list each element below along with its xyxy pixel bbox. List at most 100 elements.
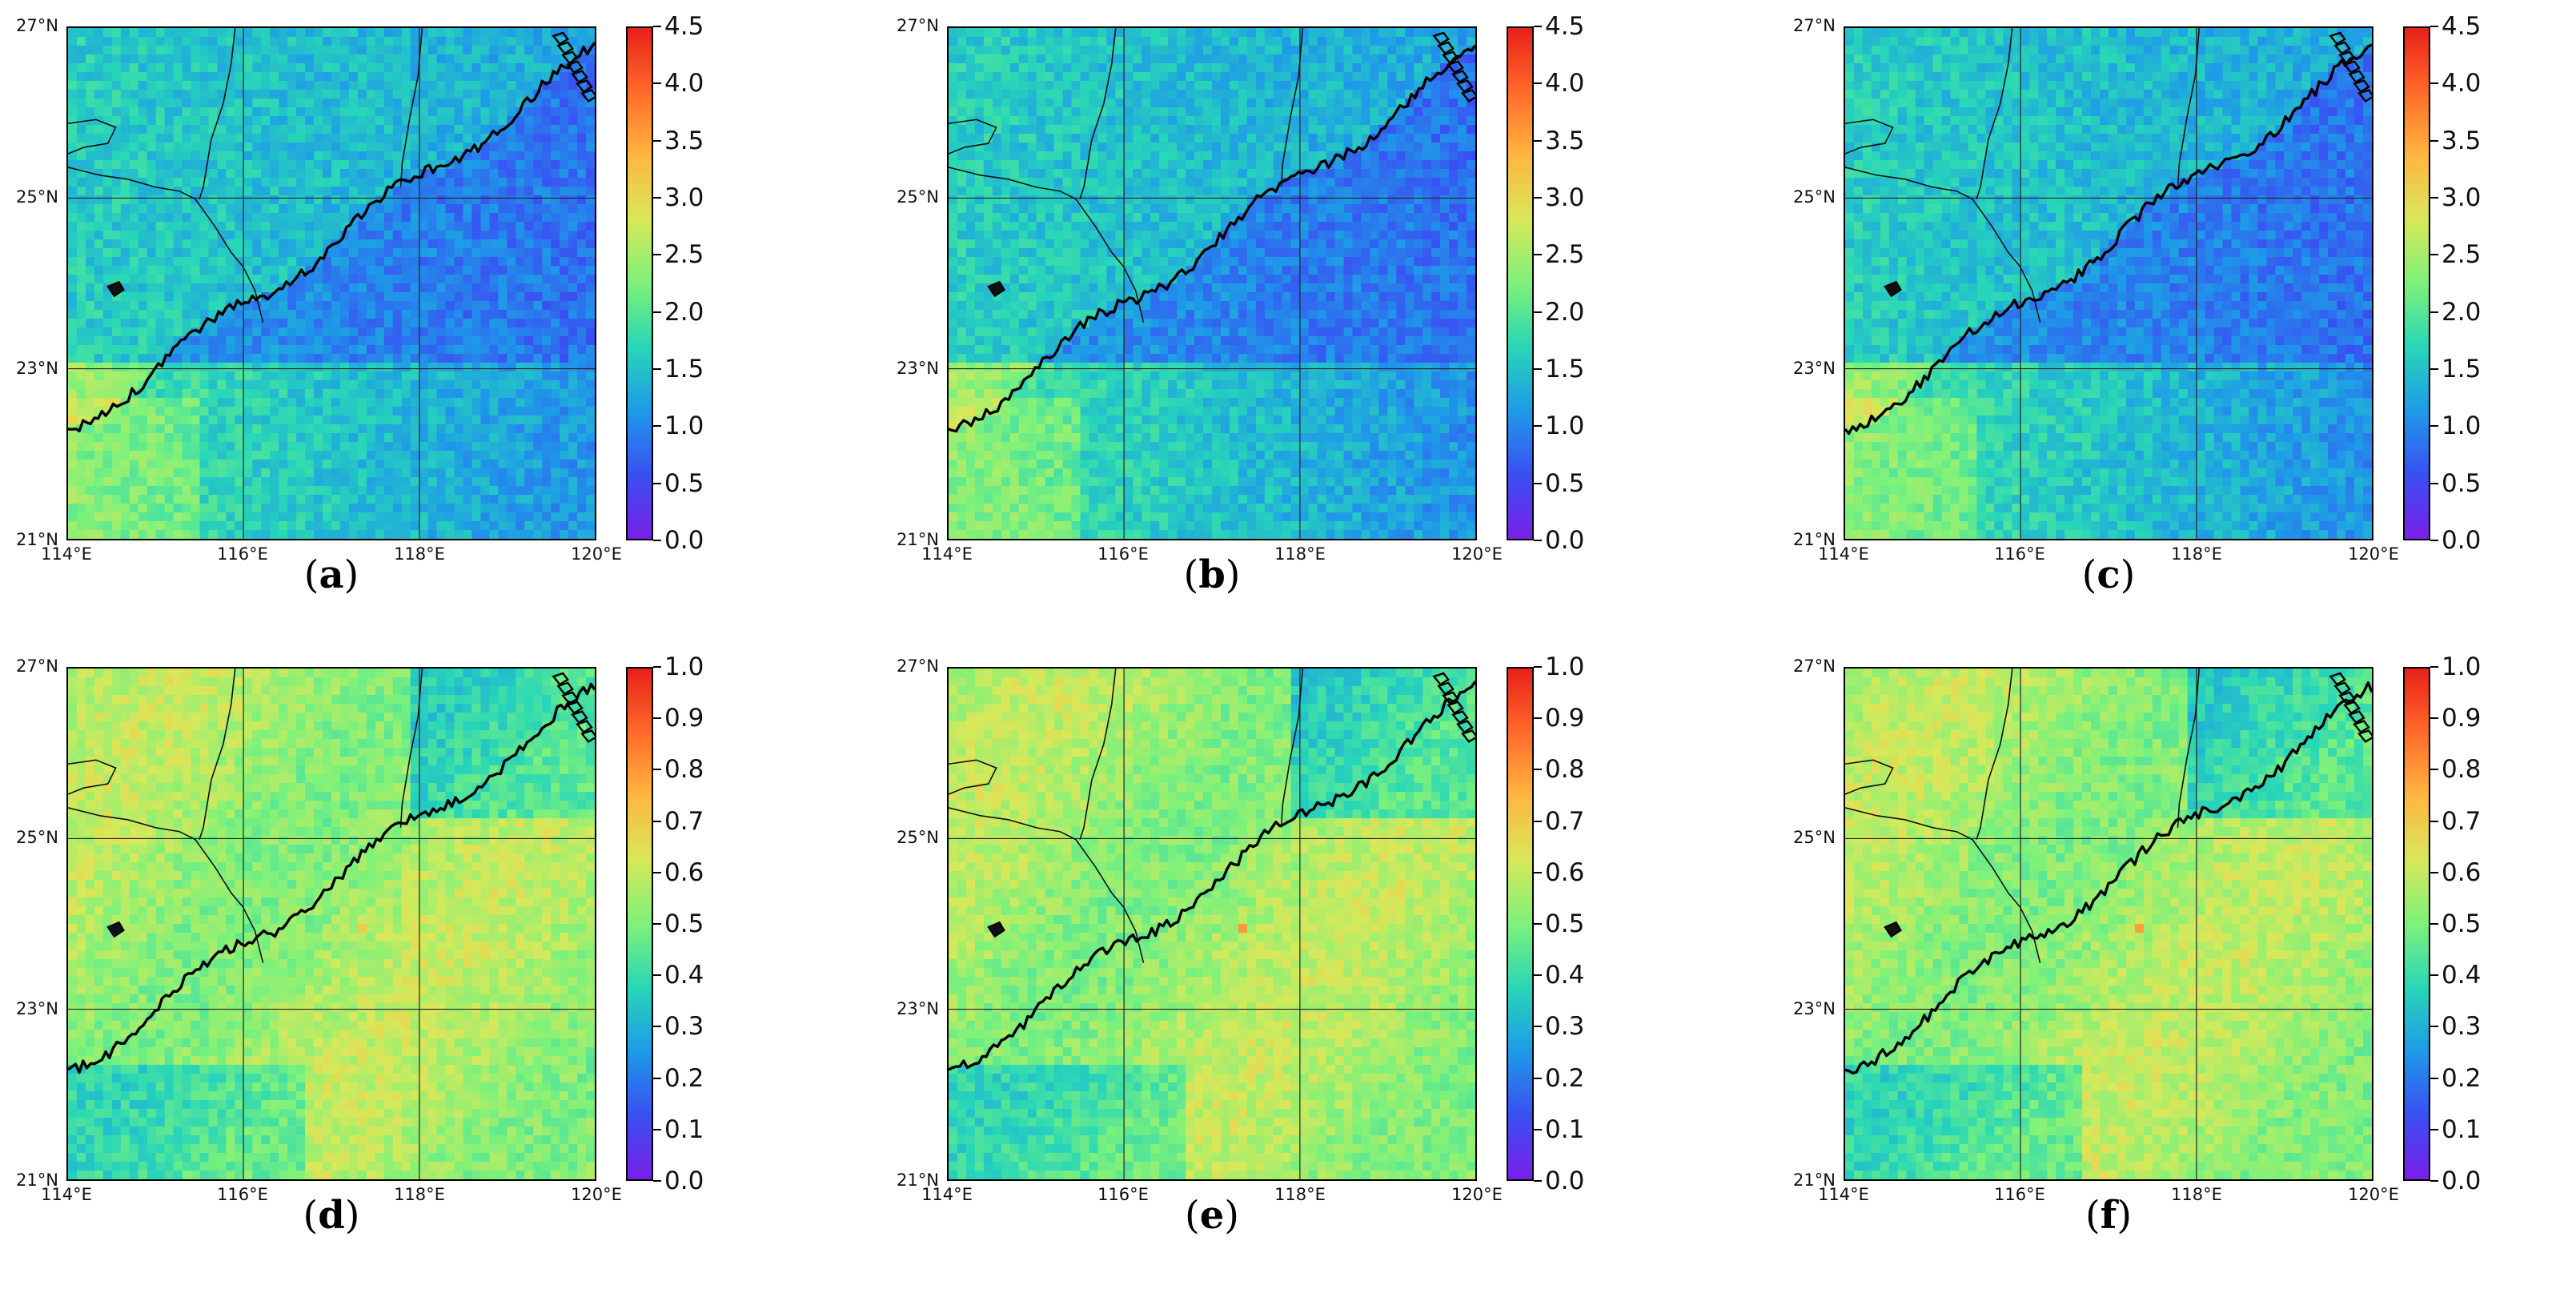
heatmap-cell [1089, 54, 1099, 64]
heatmap-cell [85, 204, 95, 214]
heatmap-cell [568, 292, 578, 302]
heatmap-cell [516, 222, 525, 231]
heatmap-cell [560, 344, 569, 355]
heatmap-cell [85, 134, 95, 143]
heatmap-cell [1220, 54, 1230, 64]
heatmap-cell [155, 63, 166, 73]
heatmap-cell [436, 247, 447, 258]
heatmap-cell [243, 28, 253, 38]
heatmap-cell [560, 116, 569, 126]
heatmap-cell [401, 195, 411, 205]
heatmap-cell [992, 106, 1002, 117]
heatmap-cell [357, 98, 367, 108]
heatmap-cell [191, 398, 201, 408]
heatmap-cell [974, 37, 985, 46]
heatmap-cell [226, 327, 235, 337]
heatmap-cell [243, 529, 253, 539]
heatmap-cell [279, 265, 288, 275]
heatmap-cell [366, 204, 376, 214]
heatmap-cell [577, 362, 587, 372]
heatmap-cell [173, 468, 183, 478]
heatmap-cell [568, 503, 578, 513]
heatmap-cell [1018, 168, 1029, 179]
heatmap-cell [375, 520, 385, 531]
heatmap-cell [366, 213, 376, 223]
heatmap-cell [551, 247, 560, 258]
heatmap-cell [524, 177, 534, 187]
heatmap-cell [1431, 134, 1441, 143]
heatmap-cell [427, 441, 438, 452]
heatmap-cell [1133, 151, 1142, 161]
heatmap-cell [480, 247, 490, 258]
heatmap-cell [1133, 28, 1142, 38]
heatmap-cell [551, 143, 560, 152]
heatmap-cell [261, 125, 271, 135]
heatmap-cell [305, 407, 315, 416]
latitude-label: 21°N [16, 530, 58, 549]
heatmap-cell [1334, 106, 1345, 117]
heatmap-cell [454, 98, 464, 108]
heatmap-cell [1142, 134, 1151, 143]
heatmap-cell [155, 239, 166, 249]
heatmap-cell [1238, 46, 1248, 55]
heatmap-cell [1378, 204, 1388, 214]
heatmap-cell [489, 37, 499, 46]
heatmap-cell [1290, 231, 1301, 240]
heatmap-cell [173, 63, 183, 73]
heatmap-cell [1203, 195, 1213, 205]
heatmap-cell [217, 335, 227, 346]
heatmap-cell [957, 98, 967, 108]
heatmap-cell [974, 204, 985, 214]
heatmap-cell [366, 222, 376, 231]
heatmap-cell [357, 274, 367, 284]
heatmap-cell [1203, 54, 1213, 64]
heatmap-cell [568, 319, 578, 328]
heatmap-cell [1018, 98, 1029, 108]
heatmap-cell [270, 239, 279, 249]
heatmap-cell [164, 54, 175, 64]
heatmap-cell [235, 159, 244, 170]
heatmap-cell [1045, 151, 1055, 161]
heatmap-cell [1396, 98, 1406, 108]
heatmap-cell [436, 177, 447, 187]
heatmap-cell [1212, 106, 1222, 117]
heatmap-cell [401, 222, 411, 231]
heatmap-cell [120, 98, 130, 108]
heatmap-cell [1133, 186, 1142, 196]
heatmap-cell [436, 450, 447, 460]
heatmap-cell [146, 283, 157, 293]
heatmap-cell [427, 159, 438, 170]
heatmap-cell [111, 432, 122, 443]
heatmap-cell [1343, 186, 1354, 196]
heatmap-cell [1343, 46, 1354, 55]
heatmap-cell [243, 116, 253, 126]
heatmap-cell [1106, 89, 1116, 99]
heatmap-cell [392, 283, 403, 293]
heatmap-cell [138, 116, 148, 126]
heatmap-cell [296, 177, 306, 187]
heatmap-cell [1238, 125, 1248, 135]
heatmap-cell [436, 37, 447, 46]
heatmap-cell [129, 195, 139, 205]
heatmap-cell [419, 407, 429, 416]
heatmap-cell [1326, 28, 1336, 38]
heatmap-cell [1387, 98, 1397, 108]
heatmap-cell [1308, 89, 1318, 99]
heatmap-cell [1142, 54, 1151, 64]
heatmap-cell [279, 362, 288, 372]
heatmap-cell [383, 256, 394, 267]
heatmap-cell [182, 116, 192, 126]
heatmap-cell [270, 195, 279, 205]
heatmap-cell [138, 71, 148, 82]
heatmap-cell [270, 512, 279, 522]
heatmap-cell [1246, 168, 1257, 179]
heatmap-cell [243, 222, 253, 231]
map-area [66, 26, 596, 540]
heatmap-cell [375, 231, 385, 240]
heatmap-cell [155, 520, 166, 531]
heatmap-cell [314, 292, 323, 302]
heatmap-cell [68, 432, 78, 443]
heatmap-cell [1299, 106, 1310, 117]
heatmap-cell [524, 495, 534, 504]
heatmap-cell [357, 106, 367, 117]
